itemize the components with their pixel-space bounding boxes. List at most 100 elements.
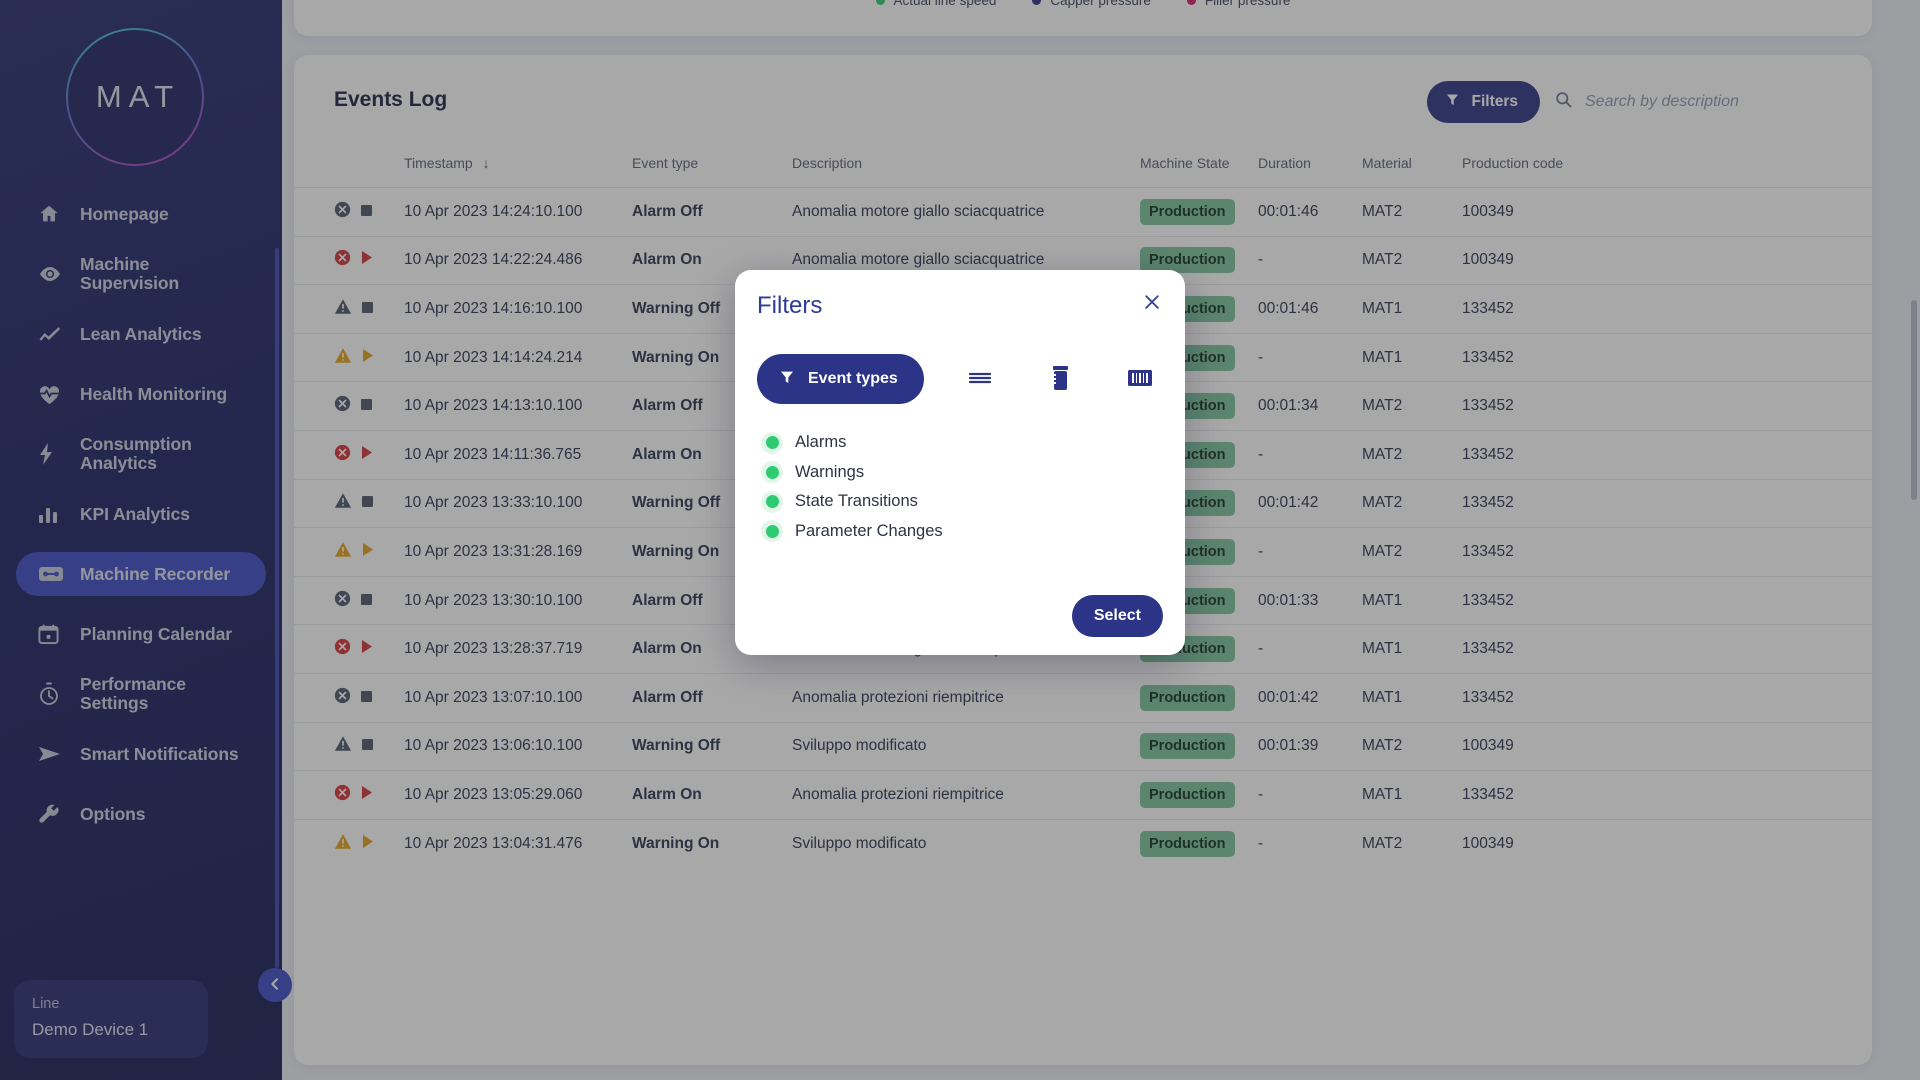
table-row[interactable]: 10 Apr 2023 13:06:10.100 Warning Off Svilu… [294, 721, 1872, 771]
cell-machine-state: Production [1140, 770, 1258, 820]
sidebar-item-label: Health Monitoring [80, 383, 228, 404]
row-status-icons [294, 284, 404, 334]
filter-option-warnings[interactable]: Warnings [761, 458, 1141, 488]
sidebar-item-lean-analytics[interactable]: Lean Analytics [16, 312, 266, 356]
cell-timestamp: 10 Apr 2023 14:13:10.100 [404, 381, 632, 431]
play-icon [361, 251, 373, 269]
filter-option-state-transitions[interactable]: State Transitions [761, 487, 1141, 517]
status-badge: Production [1140, 733, 1235, 760]
app-logo[interactable]: MAT [66, 28, 204, 166]
cell-timestamp: 10 Apr 2023 14:16:10.100 [404, 284, 632, 334]
stop-icon [361, 689, 372, 707]
cell-machine-state: Production [1140, 187, 1258, 237]
stop-icon [362, 300, 373, 318]
filter-option-label: Warnings [795, 462, 865, 481]
chevron-left-icon [267, 976, 283, 995]
filter-option-parameter-changes[interactable]: Parameter Changes [761, 517, 1141, 547]
cell-material: MAT2 [1362, 429, 1462, 480]
cell-description: Sviluppo modificato [792, 721, 1140, 771]
option-toggle-icon[interactable] [761, 490, 783, 513]
col-header-description[interactable]: Description [792, 155, 863, 171]
cell-timestamp: 10 Apr 2023 13:31:28.169 [404, 527, 632, 577]
cell-duration: 00:01:34 [1258, 381, 1362, 431]
cell-material: MAT1 [1362, 770, 1462, 820]
sidebar-item-machine-recorder[interactable]: Machine Recorder [16, 552, 266, 596]
bar-chart-icon [38, 501, 66, 527]
send-icon [38, 741, 66, 767]
tab-production-code[interactable] [1108, 354, 1172, 404]
cell-production-code: 133452 [1462, 284, 1872, 334]
cell-event-type: Alarm Off [632, 187, 792, 237]
option-toggle-icon[interactable] [761, 431, 783, 454]
cell-duration: - [1258, 429, 1362, 480]
row-status-icons [294, 332, 404, 382]
col-header-material[interactable]: Material [1362, 155, 1412, 171]
modal-icon-tabs [948, 354, 1172, 404]
cell-material: MAT2 [1362, 187, 1462, 237]
events-table-header-row: Timestamp ↓ Event type Description Machi… [294, 147, 1872, 188]
tab-event-types-label: Event types [808, 370, 898, 387]
device-selector-card[interactable]: Line Demo Device 1 [14, 980, 208, 1058]
sidebar-item-machine-supervision[interactable]: Machine Supervision [16, 252, 266, 296]
sidebar-item-homepage[interactable]: Homepage [16, 192, 266, 236]
cell-timestamp: 10 Apr 2023 14:14:24.214 [404, 332, 632, 382]
legend-label: Actual line speed [893, 0, 997, 8]
row-status-icons [294, 527, 404, 577]
col-header-timestamp[interactable]: Timestamp ↓ [404, 147, 632, 188]
page-scrollbar[interactable] [1911, 300, 1917, 500]
warning-off-icon [334, 298, 352, 320]
cell-timestamp: 10 Apr 2023 13:33:10.100 [404, 478, 632, 528]
sidebar-item-kpi-analytics[interactable]: KPI Analytics [16, 492, 266, 536]
option-toggle-icon[interactable] [761, 520, 783, 543]
option-toggle-icon[interactable] [761, 461, 783, 484]
legend-dot-icon [875, 0, 885, 5]
play-icon [361, 785, 373, 804]
col-header-production-code[interactable]: Production code [1462, 155, 1564, 171]
row-status-icons [294, 770, 404, 820]
tab-event-types[interactable]: Event types [757, 354, 924, 404]
close-button[interactable] [1135, 286, 1169, 320]
alarm-on-icon [334, 784, 351, 806]
status-badge: Production [1140, 198, 1235, 225]
search-input[interactable] [1585, 93, 1844, 111]
legend-item[interactable]: Capper pressure [1032, 0, 1151, 8]
sidebar-item-smart-notifications[interactable]: Smart Notifications [16, 732, 266, 776]
sidebar-scrollbar[interactable] [275, 248, 279, 968]
sidebar-item-label: Machine Supervision [80, 254, 180, 293]
sidebar-item-label: Options [80, 803, 146, 824]
filter-option-alarms[interactable]: Alarms [761, 428, 1141, 458]
legend-label: Filler pressure [1204, 0, 1291, 8]
filter-options-list: Alarms Warnings State Transitions Parameter… [761, 428, 1141, 546]
sidebar-item-options[interactable]: Options [16, 792, 266, 836]
search-box[interactable] [1554, 85, 1844, 119]
tab-material[interactable] [1028, 354, 1092, 404]
legend-item[interactable]: Actual line speed [875, 0, 997, 8]
tab-list-lines[interactable] [948, 354, 1012, 404]
table-row[interactable]: 10 Apr 2023 13:07:10.100 Alarm Off Anomali… [294, 672, 1872, 723]
sidebar-item-label: Consumption Analytics [80, 434, 192, 473]
sidebar-collapse-button[interactable] [258, 968, 292, 1002]
cell-duration: 00:01:42 [1258, 672, 1362, 723]
stop-icon [361, 397, 372, 415]
table-row[interactable]: 10 Apr 2023 13:05:29.060 Alarm On Anomalia… [294, 770, 1872, 820]
col-header-duration[interactable]: Duration [1258, 155, 1311, 171]
legend-item[interactable]: Filler pressure [1186, 0, 1291, 8]
table-row[interactable]: 10 Apr 2023 13:04:31.476 Warning On Svilup… [294, 818, 1872, 868]
table-row[interactable]: 10 Apr 2023 14:24:10.100 Alarm Off Anomali… [294, 187, 1872, 237]
cell-description: Anomalia protezioni riempitrice [792, 770, 1140, 820]
select-button[interactable]: Select [1071, 595, 1163, 637]
sidebar-item-health-monitoring[interactable]: Health Monitoring [16, 372, 266, 416]
sidebar-item-planning-calendar[interactable]: Planning Calendar [16, 612, 266, 656]
filters-button[interactable]: Filters [1427, 81, 1540, 123]
cell-production-code: 100349 [1462, 818, 1872, 868]
sidebar-item-consumption-analytics[interactable]: Consumption Analytics [16, 432, 266, 476]
alarm-off-icon [334, 395, 351, 417]
cell-machine-state: Production [1140, 721, 1258, 771]
sidebar-item-performance-settings[interactable]: Performance Settings [16, 672, 266, 716]
col-header-event-type[interactable]: Event type [632, 155, 699, 171]
col-header-machine-state[interactable]: Machine State [1140, 155, 1230, 171]
cell-duration: - [1258, 527, 1362, 577]
modal-tab-bar: Event types [757, 354, 1172, 404]
row-status-icons [294, 624, 404, 674]
